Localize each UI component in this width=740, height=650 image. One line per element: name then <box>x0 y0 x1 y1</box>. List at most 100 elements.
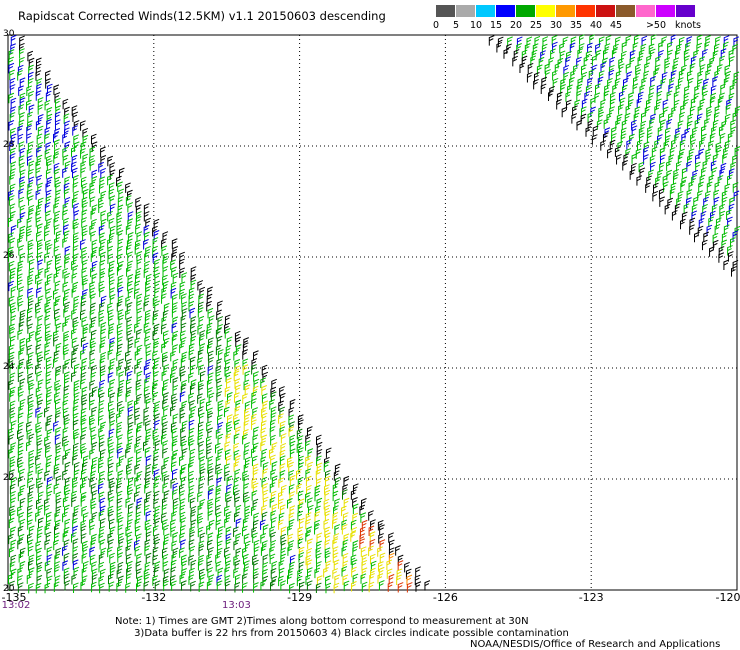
wind-barb <box>316 575 323 586</box>
wind-barb <box>170 526 177 537</box>
wind-barb <box>37 399 44 410</box>
colorbar-swatch <box>436 5 455 17</box>
wind-barb <box>261 504 267 516</box>
wind-barb <box>278 413 284 424</box>
wind-barb <box>565 91 572 102</box>
wind-barb <box>171 510 178 522</box>
wind-barb <box>9 203 16 214</box>
wind-barb <box>591 55 598 66</box>
wind-barb <box>144 231 150 243</box>
wind-barb <box>80 309 86 320</box>
wind-barb <box>190 519 197 530</box>
wind-barb <box>638 91 644 103</box>
wind-barb <box>44 301 51 313</box>
wind-barb <box>244 442 250 453</box>
wind-barb <box>668 112 674 123</box>
wind-barb <box>144 294 151 305</box>
wind-barb <box>260 519 266 530</box>
wind-barb <box>100 568 106 580</box>
wind-barb <box>676 196 682 208</box>
wind-barb <box>55 295 61 306</box>
wind-barb <box>587 120 594 131</box>
wind-barb <box>512 55 518 67</box>
wind-barb <box>352 497 358 508</box>
wind-barb <box>350 554 357 565</box>
wind-barb <box>217 324 223 335</box>
wind-barb <box>37 356 44 368</box>
wind-barb <box>62 435 68 447</box>
wind-barb <box>27 351 34 363</box>
wind-barb <box>35 70 42 81</box>
wind-barb <box>607 147 613 159</box>
wind-barb <box>181 440 188 452</box>
wind-barb <box>54 237 60 248</box>
wind-barb <box>208 356 214 368</box>
wind-barb <box>153 342 159 354</box>
wind-barb <box>242 433 248 445</box>
wind-barb <box>706 181 713 192</box>
wind-barb <box>36 133 43 144</box>
wind-barb <box>559 42 565 54</box>
wind-barb <box>307 461 314 473</box>
wind-barb <box>10 210 16 222</box>
wind-barb <box>162 385 168 396</box>
wind-barb <box>116 442 123 453</box>
wind-barb <box>723 35 730 46</box>
wind-barb <box>55 370 61 381</box>
wind-barb <box>46 244 53 255</box>
wind-barb <box>90 316 97 327</box>
wind-barb <box>689 63 696 74</box>
wind-barb <box>62 399 69 411</box>
wind-barb <box>35 210 42 221</box>
wind-barb <box>135 379 142 390</box>
wind-barb <box>152 525 159 536</box>
wind-barb <box>116 421 123 433</box>
wind-barb <box>89 196 96 207</box>
wind-barb <box>615 70 622 82</box>
wind-barb <box>729 84 736 95</box>
wind-barb <box>180 427 186 438</box>
wind-barb <box>64 518 71 530</box>
wind-barb <box>44 498 50 509</box>
wind-barb <box>80 176 87 188</box>
wind-barb <box>8 120 15 131</box>
wind-barb <box>161 342 167 353</box>
wind-barb <box>343 497 350 509</box>
wind-barb <box>90 329 97 341</box>
wind-barb <box>62 531 69 542</box>
wind-barb <box>143 407 150 418</box>
wind-barb <box>611 48 618 59</box>
wind-barb <box>145 470 151 482</box>
wind-barb <box>89 391 95 402</box>
wind-barb <box>216 309 222 320</box>
wind-barb <box>154 440 161 451</box>
wind-barb <box>64 448 71 460</box>
wind-barb <box>126 244 132 255</box>
wind-barb <box>631 125 638 136</box>
wind-barb <box>26 85 33 96</box>
wind-barb <box>571 113 578 124</box>
wind-barb <box>544 63 551 74</box>
wind-barb <box>288 414 295 425</box>
wind-barb <box>44 435 50 447</box>
wind-barb <box>55 447 62 459</box>
wind-barb <box>671 210 678 221</box>
wind-barb <box>395 545 401 556</box>
wind-barb <box>9 153 16 164</box>
wind-barb <box>233 350 240 361</box>
wind-barb <box>19 97 26 108</box>
wind-barb <box>71 496 77 507</box>
wind-barb <box>732 43 739 55</box>
wind-barb <box>125 195 132 206</box>
wind-barb <box>136 344 143 356</box>
wind-barb <box>533 72 540 83</box>
wind-barb <box>82 289 88 300</box>
wind-barb <box>98 309 105 321</box>
wind-barb <box>53 224 60 235</box>
wind-barb <box>28 433 35 445</box>
wind-barb <box>387 581 394 592</box>
wind-barb <box>53 153 59 164</box>
wind-barb <box>671 106 677 117</box>
wind-barb <box>152 428 159 439</box>
wind-barb <box>397 554 404 566</box>
